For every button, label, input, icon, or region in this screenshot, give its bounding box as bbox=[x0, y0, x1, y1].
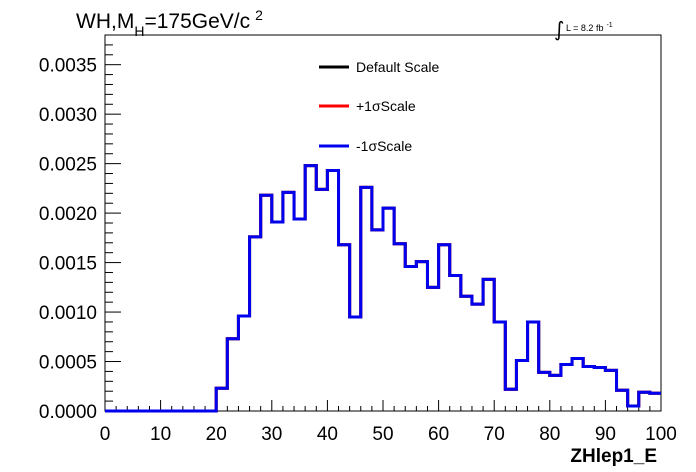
legend-label-default: Default Scale bbox=[356, 59, 439, 75]
luminosity-integral: ∫ bbox=[554, 17, 564, 41]
y-tick-label: 0.0005 bbox=[39, 353, 97, 374]
legend-label-minus1sigma: -1σScale bbox=[356, 138, 412, 154]
x-tick-label: 60 bbox=[428, 424, 449, 445]
x-tick-label: 70 bbox=[484, 424, 505, 445]
axis-ticks: 0 10 20 30 40 50 60 70 80 90 100 0.0000 0.0005 0.0010… bbox=[39, 34, 677, 445]
x-tick-label: 0 bbox=[100, 424, 111, 445]
chart-title: WH,MH=175GeV/c 2 bbox=[76, 7, 263, 39]
y-tick-label: 0.0020 bbox=[39, 204, 97, 225]
title-prefix: WH,M bbox=[76, 10, 134, 33]
x-tick-label: 40 bbox=[317, 424, 338, 445]
x-tick-label: 10 bbox=[150, 424, 171, 445]
x-axis-label: ZHlep1_E bbox=[570, 446, 657, 467]
series-line-1 bbox=[105, 164, 661, 413]
y-tick-label: 0.0015 bbox=[39, 254, 97, 275]
title-subscript: H bbox=[134, 23, 144, 39]
title-middle: =175GeV/c bbox=[144, 10, 250, 33]
x-tick-label: 20 bbox=[206, 424, 227, 445]
x-tick-label: 30 bbox=[261, 424, 282, 445]
series-layer bbox=[105, 164, 661, 413]
legend-label-plus1sigma: +1σScale bbox=[356, 98, 416, 114]
series-line-0 bbox=[105, 164, 661, 413]
series-line-2 bbox=[105, 164, 661, 413]
x-tick-label: 90 bbox=[595, 424, 616, 445]
x-tick-label: 50 bbox=[372, 424, 393, 445]
x-tick-label: 80 bbox=[539, 424, 560, 445]
x-tick-label: 100 bbox=[645, 424, 677, 445]
y-tick-label: 0.0030 bbox=[39, 105, 97, 126]
luminosity-text: L = 8.2 fb bbox=[566, 23, 603, 33]
luminosity-superscript: -1 bbox=[606, 22, 612, 29]
title-superscript: 2 bbox=[255, 7, 263, 23]
legend: Default Scale +1σScale -1σScale bbox=[319, 59, 439, 154]
y-tick-label: 0.0010 bbox=[39, 303, 97, 324]
y-tick-label: 0.0035 bbox=[39, 56, 97, 77]
y-tick-label: 0.0025 bbox=[39, 155, 97, 176]
y-tick-label: 0.0000 bbox=[39, 402, 97, 423]
luminosity-label: L = 8.2 fb -1 bbox=[566, 22, 613, 33]
